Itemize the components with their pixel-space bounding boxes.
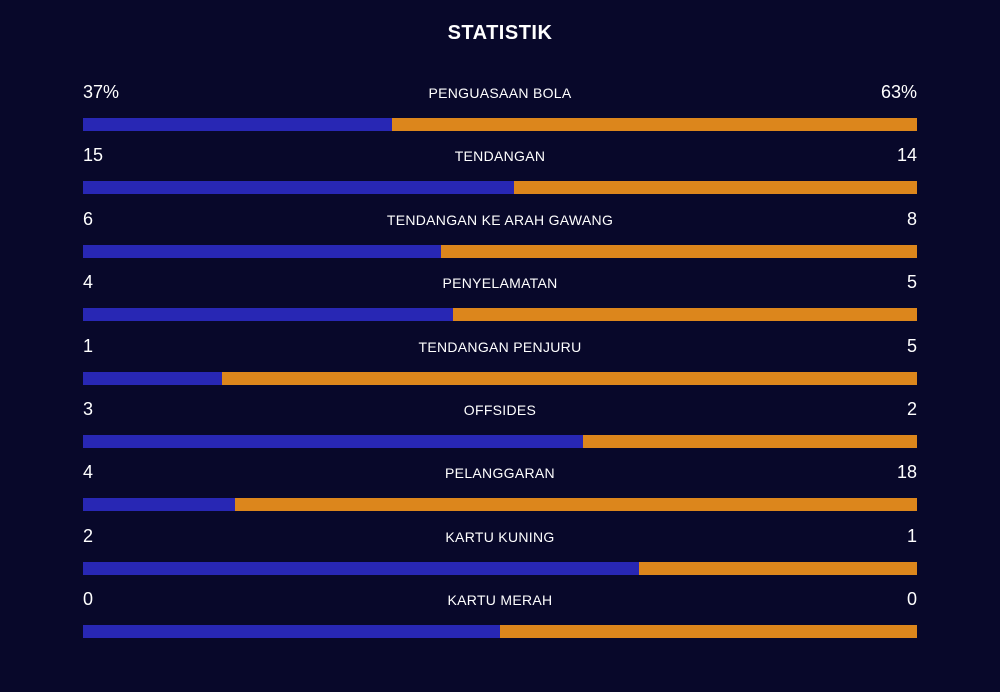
home-bar-segment — [83, 434, 583, 448]
stat-label: KARTU KUNING — [445, 528, 555, 545]
comparison-bar — [83, 308, 917, 322]
away-value: 18 — [896, 462, 917, 483]
home-bar-segment — [83, 308, 453, 322]
stat-label: OFFSIDES — [463, 401, 537, 418]
home-value: 2 — [83, 525, 94, 546]
stat-label: TENDANGAN — [454, 148, 546, 165]
home-value: 6 — [83, 208, 94, 229]
comparison-bar — [83, 434, 917, 448]
home-bar-segment — [83, 244, 441, 258]
away-value: 14 — [896, 145, 917, 166]
away-value: 5 — [906, 335, 917, 356]
away-value: 5 — [906, 272, 917, 293]
away-bar-segment — [583, 434, 917, 448]
stat-row-corners: 1 TENDANGAN PENJURU 5 — [83, 334, 917, 397]
stat-row-possession: 37% PENGUASAAN BOLA 63% — [83, 80, 917, 143]
home-value: 4 — [83, 272, 94, 293]
away-bar-segment — [639, 561, 917, 575]
away-value: 63% — [880, 82, 917, 102]
comparison-bar — [83, 625, 917, 639]
home-value: 0 — [83, 589, 94, 610]
away-bar-segment — [222, 371, 917, 385]
stat-row-offsides: 3 OFFSIDES 2 — [83, 397, 917, 460]
home-bar-segment — [83, 371, 222, 385]
away-bar-segment — [392, 118, 917, 131]
home-value: 3 — [83, 398, 94, 419]
stat-row-red-cards: 0 KARTU MERAH 0 — [83, 587, 917, 650]
stat-row-yellow-cards: 2 KARTU KUNING 1 — [83, 524, 917, 587]
away-value: 1 — [906, 525, 917, 546]
comparison-bar — [83, 498, 917, 512]
stats-title: STATISTIK — [447, 22, 553, 44]
stat-label: PENGUASAAN BOLA — [428, 85, 572, 101]
stat-label: TENDANGAN KE ARAH GAWANG — [386, 211, 614, 228]
stats-list: 37% PENGUASAAN BOLA 63% 15 TENDANGAN 14 … — [83, 80, 917, 651]
away-bar-segment — [514, 181, 917, 195]
stat-row-shots-on-target: 6 TENDANGAN KE ARAH GAWANG 8 — [83, 207, 917, 270]
home-value: 15 — [83, 145, 104, 166]
home-bar-segment — [83, 561, 639, 575]
away-bar-segment — [235, 498, 917, 512]
away-value: 2 — [906, 398, 917, 419]
away-value: 0 — [906, 589, 917, 610]
home-bar-segment — [83, 181, 514, 195]
comparison-bar — [83, 118, 917, 131]
away-bar-segment — [453, 308, 917, 322]
home-bar-segment — [83, 118, 392, 131]
comparison-bar — [83, 561, 917, 575]
away-bar-segment — [441, 244, 917, 258]
stat-row-shots: 15 TENDANGAN 14 — [83, 143, 917, 206]
home-bar-segment — [83, 498, 235, 512]
stat-label: KARTU MERAH — [447, 592, 553, 609]
stat-label: TENDANGAN PENJURU — [418, 338, 582, 355]
home-value: 4 — [83, 462, 94, 483]
stat-label: PENYELAMATAN — [442, 275, 558, 292]
stat-label: PELANGGARAN — [445, 465, 555, 482]
home-bar-segment — [83, 625, 500, 639]
stat-row-fouls: 4 PELANGGARAN 18 — [83, 460, 917, 523]
comparison-bar — [83, 371, 917, 385]
stat-row-saves: 4 PENYELAMATAN 5 — [83, 270, 917, 333]
home-value: 37% — [83, 82, 120, 102]
away-bar-segment — [500, 625, 917, 639]
home-value: 1 — [83, 335, 94, 356]
comparison-bar — [83, 181, 917, 195]
comparison-bar — [83, 244, 917, 258]
away-value: 8 — [906, 208, 917, 229]
